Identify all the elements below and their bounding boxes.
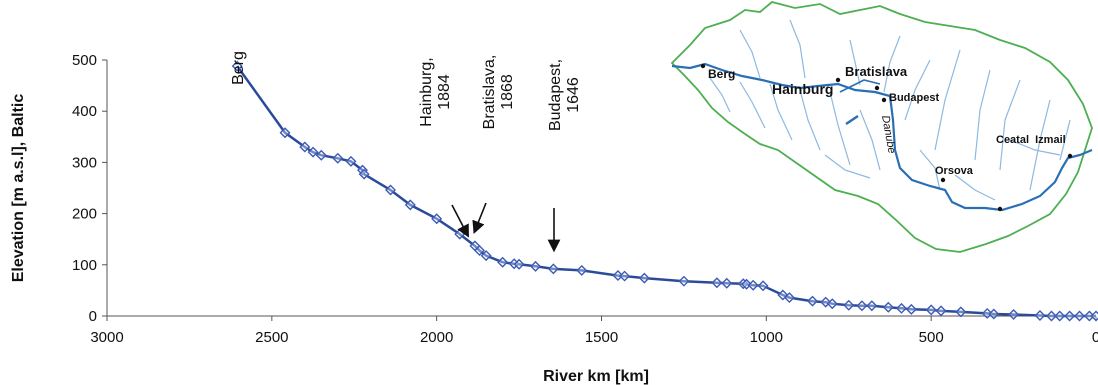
data-point-marker	[345, 155, 357, 167]
x-tick-label: 2500	[255, 329, 288, 346]
data-point-marker	[358, 168, 370, 180]
data-point-marker	[547, 263, 559, 275]
annotation-line: 1646	[565, 77, 582, 113]
data-point-marker	[513, 258, 525, 270]
data-point-marker	[1074, 310, 1086, 322]
annotation-line: Budapest,	[547, 59, 564, 131]
data-point-marker	[279, 127, 291, 139]
y-tick-label: 500	[72, 52, 97, 69]
x-tick-label: 1500	[585, 329, 618, 346]
axes: 3000 2500 2000 1500 1000 500 0 0 100 200 300 400 500	[72, 52, 1098, 346]
data-point-marker	[896, 302, 907, 314]
data-point-marker	[307, 146, 319, 158]
data-point-marker	[741, 278, 753, 290]
data-point-marker	[638, 272, 650, 284]
data-point-marker	[757, 280, 769, 292]
tributaries	[709, 19, 1071, 201]
data-point-marker	[1054, 310, 1066, 322]
data-point-marker	[530, 260, 542, 272]
data-point-marker	[1046, 310, 1057, 322]
annotation-label: Berg	[230, 51, 247, 85]
map-label-bratislava: Bratislava	[845, 64, 908, 79]
data-point-marker	[935, 305, 947, 317]
y-axis-title: Elevation [m a.s.l], Baltic	[10, 94, 27, 283]
map-label-budapest: Budapest	[889, 92, 939, 104]
annotation-label: Bratislava,1868	[481, 55, 516, 130]
data-point-marker	[1064, 310, 1076, 322]
annotation-line: Bratislava,	[481, 55, 498, 130]
data-point-marker	[431, 213, 443, 225]
annotation-label: Budapest,1646	[547, 59, 582, 131]
map-label-hainburg: Hainburg	[772, 81, 833, 97]
annotations-group: Berg Hainburg,1884 Bratislava,1868 Budapest…	[230, 51, 582, 253]
x-tick-label: 500	[919, 329, 944, 346]
x-tick-label: 0	[1092, 329, 1098, 346]
map-label-berg: Berg	[708, 67, 735, 81]
map-label-orsova: Orsova	[935, 165, 974, 177]
lake-shape	[845, 114, 859, 126]
data-point-marker	[747, 279, 759, 291]
data-point-marker	[856, 300, 868, 312]
y-tick-label: 100	[72, 257, 97, 274]
x-axis-title: River km [km]	[543, 368, 649, 385]
x-tick-label: 1000	[750, 329, 783, 346]
data-point-marker	[988, 308, 1000, 320]
annotation-arrow	[472, 202, 487, 234]
data-point-marker	[1034, 309, 1046, 321]
y-tick-label: 400	[72, 103, 97, 120]
data-point-marker	[905, 303, 917, 315]
x-tick-label: 2000	[420, 329, 453, 346]
data-point-marker	[711, 277, 723, 289]
data-point-marker	[612, 270, 624, 282]
data-point-marker	[826, 298, 838, 310]
data-point-marker	[806, 295, 818, 307]
data-point-marker	[480, 250, 492, 262]
annotation-line: 1868	[499, 74, 516, 110]
data-point-marker	[678, 275, 690, 287]
annotation-line: Berg	[230, 51, 247, 85]
map-label-ceatal-izmail: Ceatal Izmail	[996, 134, 1066, 146]
data-point-marker	[866, 300, 878, 312]
data-point-marker	[385, 184, 397, 196]
data-point-marker	[576, 264, 588, 276]
data-point-marker	[843, 299, 855, 311]
annotation-line: 1884	[436, 74, 453, 110]
data-point-marker	[783, 292, 795, 304]
series-group	[231, 60, 1098, 322]
danube-basin-inset-map: Berg Bratislava Hainburg Budapest Danube…	[670, 1, 1093, 253]
y-tick-label: 200	[72, 206, 97, 223]
x-tick-label: 3000	[90, 329, 123, 346]
data-point-marker	[955, 306, 967, 318]
basin-border	[670, 1, 1093, 253]
data-point-marker	[299, 141, 311, 153]
annotation-arrow	[451, 204, 469, 238]
annotation-label: Hainburg,1884	[418, 57, 453, 126]
data-point-marker	[404, 199, 416, 211]
data-point-marker	[1090, 310, 1098, 322]
data-point-marker	[474, 244, 486, 256]
data-point-marker	[882, 301, 894, 313]
data-point-marker	[357, 164, 368, 176]
data-point-marker	[315, 149, 327, 161]
data-point-marker	[925, 304, 937, 316]
data-point-marker	[231, 60, 243, 72]
data-point-marker	[332, 152, 344, 164]
y-tick-label: 300	[72, 154, 97, 171]
annotation-line: Hainburg,	[418, 57, 435, 126]
data-point-marker	[1008, 308, 1020, 320]
data-point-marker	[619, 270, 631, 282]
danube-tributary-main	[839, 79, 881, 93]
data-point-marker	[497, 256, 509, 268]
data-point-marker	[721, 277, 733, 289]
danube-river	[671, 62, 1093, 212]
y-tick-label: 0	[89, 308, 97, 325]
map-points	[700, 63, 1073, 212]
data-point-marker	[981, 307, 993, 319]
